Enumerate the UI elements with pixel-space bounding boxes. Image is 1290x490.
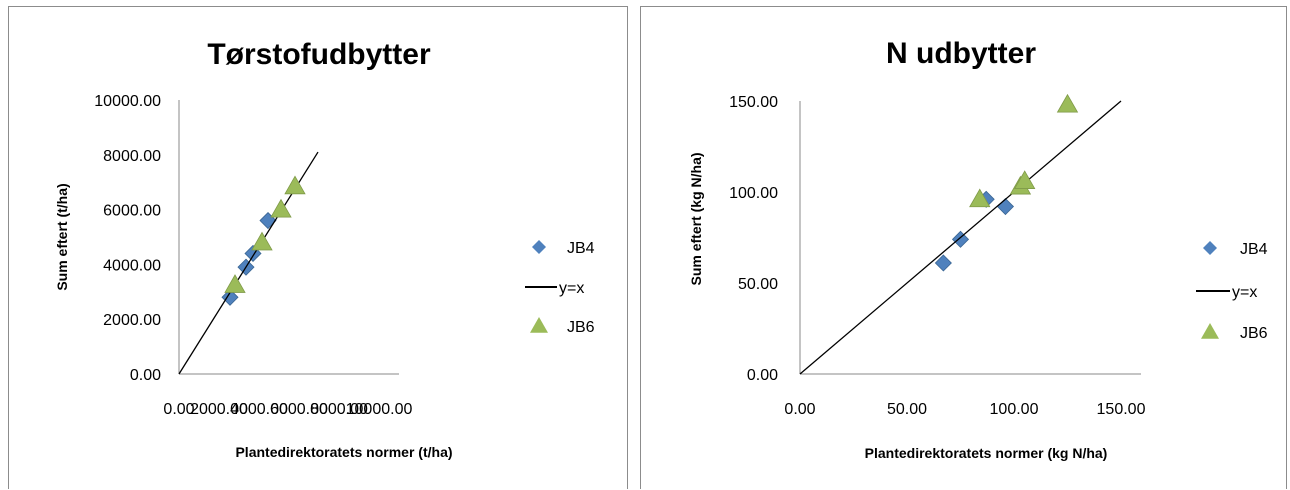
- legend-label-jb4: JB4: [1240, 241, 1268, 258]
- y-tick-label: 50.00: [738, 276, 778, 293]
- data-point-jb6: [270, 198, 292, 218]
- chart-panel-nitrogen: N udbytter 0.00 50.00 100.00 150.00 0.00 50.00…: [640, 6, 1287, 489]
- drymatter-y-axis-label: Sum eftert (t/ha): [54, 183, 70, 290]
- data-point-jb6: [969, 188, 991, 208]
- legend-marker-jb4: [1203, 241, 1217, 255]
- y-tick-label: 6000.00: [103, 203, 161, 220]
- legend-label-jb6: JB6: [1240, 325, 1268, 342]
- legend-label-y-x: y=x: [559, 280, 584, 297]
- y-tick-label: 8000.00: [103, 148, 161, 165]
- x-tick-label: 50.00: [887, 401, 927, 418]
- chart-panel-drymatter: Tørstofudbytter 0.00 2000.00 4000.00 6000.00…: [8, 6, 628, 489]
- drymatter-chart-title: Tørstofudbytter: [207, 38, 431, 71]
- data-point-jb6: [1014, 170, 1036, 189]
- legend-marker-jb6: [1201, 323, 1219, 339]
- legend-label-y-x: y=x: [1232, 284, 1257, 301]
- reference-line-y-equals-x: [799, 100, 1122, 375]
- nitrogen-y-axis-label: Sum eftert (kg N/ha): [688, 152, 704, 285]
- data-point-jb4: [934, 254, 952, 272]
- y-tick-label: 4000.00: [103, 257, 161, 274]
- data-point-jb6: [1056, 93, 1079, 113]
- data-point-jb6: [251, 231, 273, 251]
- data-point-jb6: [284, 175, 306, 195]
- nitrogen-x-axis-label: Plantedirektoratets normer (kg N/ha): [865, 445, 1108, 461]
- y-tick-label: 2000.00: [103, 312, 161, 329]
- legend-marker-jb4: [532, 240, 546, 254]
- y-tick-label: 150.00: [729, 94, 778, 111]
- drymatter-x-axis-label: Plantedirektoratets normer (t/ha): [235, 444, 452, 460]
- data-point-jb4: [996, 197, 1015, 216]
- x-tick-label: 0.00: [163, 401, 194, 418]
- x-tick-label: 0.00: [784, 401, 815, 418]
- y-tick-label: 0.00: [130, 367, 161, 384]
- y-tick-label: 10000.00: [94, 93, 161, 110]
- x-tick-label: 2000.00: [190, 401, 248, 418]
- y-tick-label: 100.00: [729, 185, 778, 202]
- y-tick-label: 0.00: [747, 367, 778, 384]
- x-tick-label: 4000.00: [230, 401, 288, 418]
- drymatter-chart-svg: Tørstofudbytter0.002000.004000.006000.00…: [54, 38, 595, 460]
- x-tick-label: 8000.00: [310, 401, 368, 418]
- x-tick-label: 10000.00: [346, 401, 413, 418]
- legend-marker-jb6: [530, 317, 548, 333]
- data-point-jb4: [951, 230, 970, 248]
- data-point-jb4: [221, 288, 239, 306]
- nitrogen-chart-title: N udbytter: [886, 37, 1036, 70]
- data-point-jb6: [224, 274, 246, 293]
- x-tick-label: 100.00: [990, 401, 1039, 418]
- legend-label-jb6: JB6: [567, 319, 595, 336]
- nitrogen-chart-svg: N udbytter 0.00 50.00 100.00 150.00 0.00 50.00…: [688, 37, 1268, 461]
- x-tick-label: 6000.00: [270, 401, 328, 418]
- legend-label-jb4: JB4: [567, 240, 595, 257]
- x-tick-label: 150.00: [1097, 401, 1146, 418]
